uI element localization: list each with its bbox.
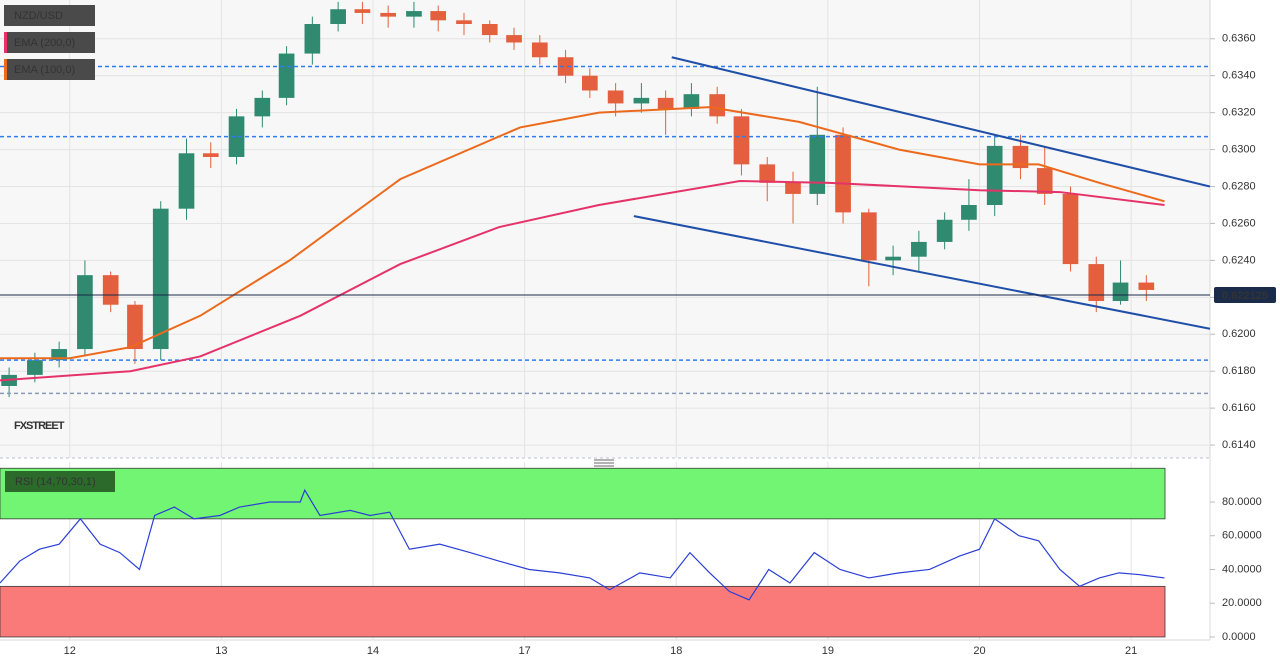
zone [0,467,1166,520]
y-tick-label: 0.6300 [1222,143,1256,155]
y-tick-label: 40.0000 [1222,563,1262,575]
line-series [0,106,1165,360]
candle-body [633,97,650,104]
legend-box [4,5,95,26]
candle-body [27,360,43,375]
x-tick-label: 21 [1125,645,1137,657]
overlay: 0.61400.61600.61800.62000.62200.62400.62… [4,5,1276,657]
x-tick-label: 12 [64,645,76,657]
candle-body [380,12,397,17]
x-tick-label: 13 [215,645,227,657]
candle-body [506,35,522,43]
y-tick-label: 0.6340 [1222,70,1256,82]
candle-body [304,24,321,54]
candle-body [531,42,548,58]
candle-body [936,219,953,242]
legend-box [4,59,95,80]
x-tick-label: 14 [367,645,379,657]
line-series [671,56,1210,188]
candle-body [406,11,422,17]
x-tick-label: 19 [822,645,834,657]
candle-body [430,11,447,21]
line-series [0,488,1165,601]
candle-body [709,94,726,117]
main-plot [0,0,1210,458]
y-tick-label: 0.6320 [1222,107,1256,119]
candle-body [1062,193,1079,265]
candle-body [152,208,169,350]
legend-label: NZD/USD [14,10,63,22]
candle-body [582,75,598,91]
candle-body [683,94,700,109]
y-tick-label: 0.6140 [1222,439,1256,451]
candle-body [481,24,498,36]
candle-body [885,256,901,261]
y-tick-label: 0.6240 [1222,254,1256,266]
resize-handle[interactable] [594,459,614,467]
candle-body [911,241,927,257]
last-price-tag [1214,287,1276,304]
x-tick-label: 18 [670,645,682,657]
y-tick-label: 60.0000 [1222,530,1262,542]
candle-body [1012,145,1029,169]
line-series [0,179,1165,382]
candle-body [835,134,851,213]
legend-box [4,32,95,53]
candle-body [986,145,1003,205]
candle-body [785,182,801,194]
candle-body [1112,282,1129,302]
candle-body [228,116,245,157]
legend-swatch [4,59,7,80]
candle-body [178,153,195,209]
y-tick-label: 0.0000 [1222,631,1256,643]
y-tick-label: 0.6260 [1222,217,1256,229]
candle-body [861,212,877,261]
x-tick-label: 20 [973,645,985,657]
candle-body [456,20,472,25]
line-series [633,215,1210,330]
legend-swatch [4,32,7,53]
candle-body [1036,168,1053,194]
candle-body [278,53,295,98]
legend-label: EMA (100,0) [14,64,75,76]
y-tick-label: 0.6200 [1222,328,1256,340]
candle-body [657,97,674,109]
candle-body [759,164,776,183]
candle-body [51,349,67,361]
rsi-plot [0,462,1166,640]
candle-body [102,275,119,305]
y-tick-label: 0.6360 [1222,33,1256,45]
candle-body [127,304,143,350]
candle-body [961,204,977,220]
candle-body [733,116,750,165]
candle-body [607,90,624,104]
main-panel [0,0,1210,458]
candle-body [1088,264,1105,302]
x-tick-label: 17 [519,645,531,657]
legend-box [5,471,115,492]
candle-body [254,97,271,117]
y-tick-label: 0.6180 [1222,365,1256,377]
candle-body [354,9,371,13]
zone [0,585,1166,638]
watermark: FXSTREET [14,420,65,432]
candle-body [809,134,826,194]
legend-label: RSI (14,70,30,1) [15,476,96,488]
candle-body [330,9,346,25]
y-tick-label: 0.6160 [1222,402,1256,414]
candle-body [202,153,219,157]
candle-body [1138,282,1155,290]
candle-body [77,275,93,350]
legend-label: EMA (200,0) [14,37,75,49]
candle-body [557,57,574,76]
y-tick-label: 0.6280 [1222,180,1256,192]
y-tick-label: 80.0000 [1222,496,1262,508]
last-price-label: 0.622125 [1222,290,1268,302]
y-tick-label: 20.0000 [1222,597,1262,609]
